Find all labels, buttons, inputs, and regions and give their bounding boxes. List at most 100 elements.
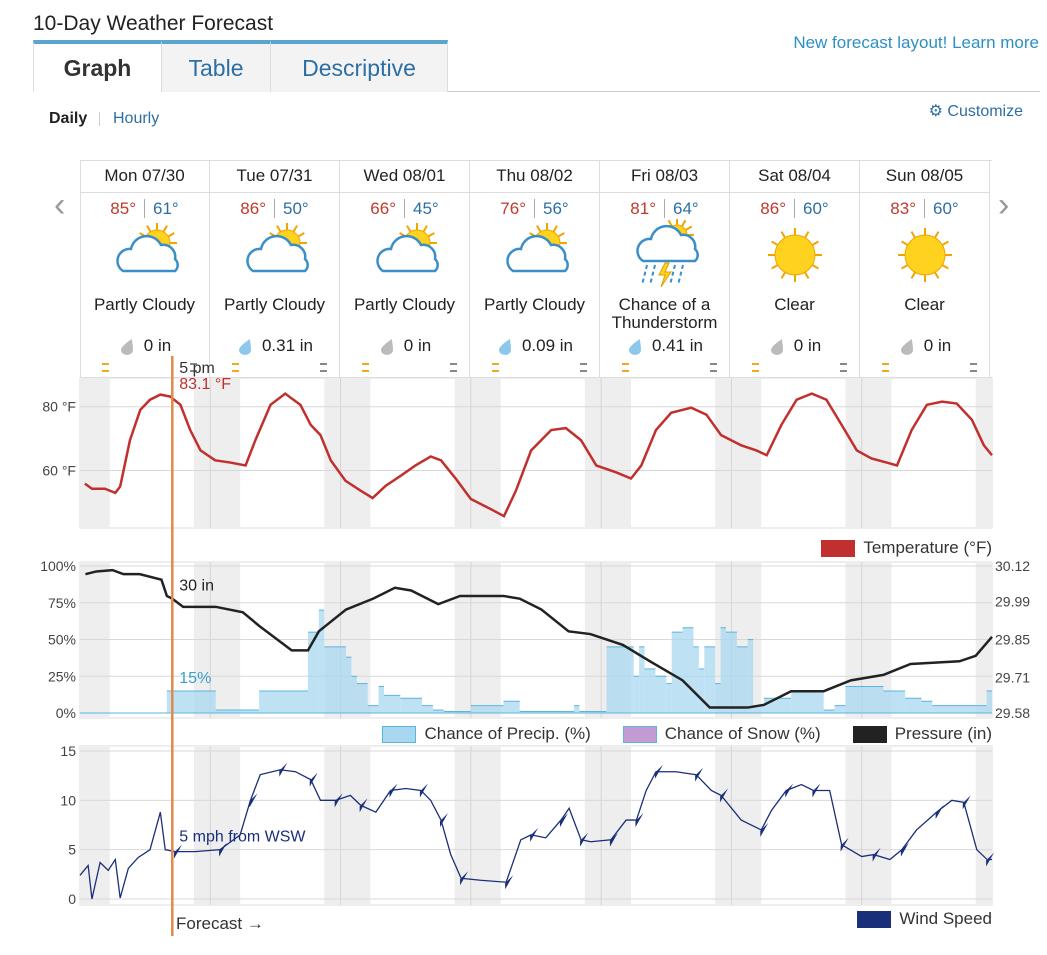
- sun-ray: [667, 219, 673, 227]
- night-band: [715, 378, 762, 528]
- sun-ray: [770, 264, 778, 270]
- high-temp: 85°: [110, 199, 136, 218]
- precip-bar: [335, 646, 346, 713]
- sun-ray: [292, 225, 298, 233]
- night-band: [845, 746, 892, 905]
- high-temp: 66°: [370, 199, 396, 218]
- sun-event: [970, 363, 977, 372]
- sun-ray: [910, 231, 916, 239]
- sun-event: [320, 363, 327, 372]
- wind-arrow: [630, 813, 644, 828]
- sun-ray: [933, 231, 939, 239]
- precip-bar: [693, 646, 699, 713]
- day-date: Sat 08/04: [730, 160, 859, 193]
- precip-bar: [563, 711, 574, 713]
- weather-icon: [115, 223, 179, 273]
- condition: Chance of a Thunderstorm: [611, 295, 718, 332]
- annotation: 5 mph from WSW: [179, 829, 306, 846]
- low-temp: 56°: [534, 199, 569, 218]
- precip-amount: 0 in: [793, 336, 822, 355]
- y-tick-label: 5: [68, 842, 76, 858]
- sun-ray: [910, 271, 916, 279]
- sun-ray: [167, 232, 175, 238]
- precip: 0.41 in: [600, 336, 729, 356]
- precip: 0.09 in: [470, 336, 599, 356]
- precip-amount: 0 in: [923, 336, 952, 355]
- sun-ray: [535, 225, 541, 233]
- high-temp: 86°: [240, 199, 266, 218]
- rain: [640, 264, 648, 286]
- promo-link[interactable]: New forecast layout! Learn more: [793, 33, 1039, 52]
- wind-arrow: [274, 762, 288, 777]
- tab[interactable]: Descriptive: [271, 40, 448, 92]
- drop: [120, 339, 133, 355]
- sun-ray: [780, 271, 786, 279]
- condition: Clear: [904, 295, 945, 314]
- sun-event: [102, 363, 109, 372]
- tab[interactable]: Graph: [33, 40, 162, 92]
- day-temps: 66° 45°: [340, 199, 469, 219]
- lightning: [657, 262, 672, 288]
- customize-label[interactable]: Customize: [947, 103, 1023, 120]
- wind-arrow: [981, 852, 995, 867]
- precip-bar: [921, 701, 933, 713]
- day-temps: 76° 56°: [470, 199, 599, 219]
- day-temps: 83° 60°: [860, 199, 989, 219]
- day-card: Tue 07/31 86° 50° Partly Cloudy 0.31 in: [210, 160, 340, 378]
- precip-bar: [367, 705, 379, 713]
- precip-amount: 0.09 in: [521, 336, 574, 355]
- sun-event: [492, 363, 499, 372]
- condition: Partly Cloudy: [353, 295, 456, 314]
- precip-bar: [986, 690, 992, 713]
- wind-arrow: [575, 832, 589, 847]
- wind-arrow: [835, 837, 849, 852]
- legend-item: Temperature (°F): [821, 538, 992, 558]
- condition: Partly Cloudy: [93, 295, 196, 314]
- sun-event: [580, 363, 587, 372]
- y-tick-label: 100%: [40, 558, 76, 574]
- wind-arrow: [957, 795, 971, 810]
- night-band: [454, 378, 501, 528]
- wind-arrow: [780, 783, 794, 798]
- prev-arrow[interactable]: ‹: [54, 186, 66, 224]
- high-temp: 81°: [630, 199, 656, 218]
- legend: Temperature (°F): [821, 538, 992, 558]
- drop-icon: [380, 339, 393, 355]
- wind-arrow: [554, 813, 568, 828]
- sun-ray: [941, 240, 949, 246]
- annotation: 15%: [179, 670, 211, 687]
- customize[interactable]: ⚙ Customize: [928, 103, 1023, 120]
- legend-swatch: [382, 726, 417, 744]
- mode-daily[interactable]: Daily: [49, 110, 88, 127]
- precip-bar: [503, 701, 520, 713]
- tab[interactable]: Table: [162, 40, 271, 92]
- sun-event: [710, 363, 717, 372]
- tab-rule: [33, 91, 1040, 92]
- next-arrow[interactable]: ›: [998, 186, 1010, 224]
- night-band: [324, 378, 371, 528]
- precip: 0 in: [80, 336, 209, 356]
- legend: Chance of Precip. (%) Chance of Snow (%) P…: [382, 724, 992, 744]
- y2-tick-label: 29.99: [995, 593, 1030, 609]
- day-date: Mon 07/30: [80, 160, 209, 193]
- mode-hourly[interactable]: Hourly: [113, 110, 160, 127]
- low-temp: 61°: [144, 199, 179, 218]
- sun: [774, 234, 815, 276]
- wind-arrow: [329, 793, 343, 808]
- cloud: [375, 234, 439, 273]
- sun-event: [840, 363, 847, 372]
- y-tick-label: 0%: [56, 705, 76, 721]
- precip-amount: 0 in: [403, 336, 432, 355]
- wind-arrow: [384, 783, 398, 798]
- precip-bar: [400, 698, 422, 713]
- precip-amount: 0 in: [143, 336, 172, 355]
- precip-bar: [574, 705, 580, 713]
- precip-bar: [384, 695, 401, 713]
- precip-bar: [671, 632, 683, 713]
- wind-arrow: [304, 772, 318, 787]
- wind-arrow: [500, 875, 514, 890]
- legend-swatch: [821, 540, 856, 558]
- series-line: [85, 568, 993, 709]
- day-card: Wed 08/01 66° 45° Partly Cloudy 0 in: [340, 160, 470, 378]
